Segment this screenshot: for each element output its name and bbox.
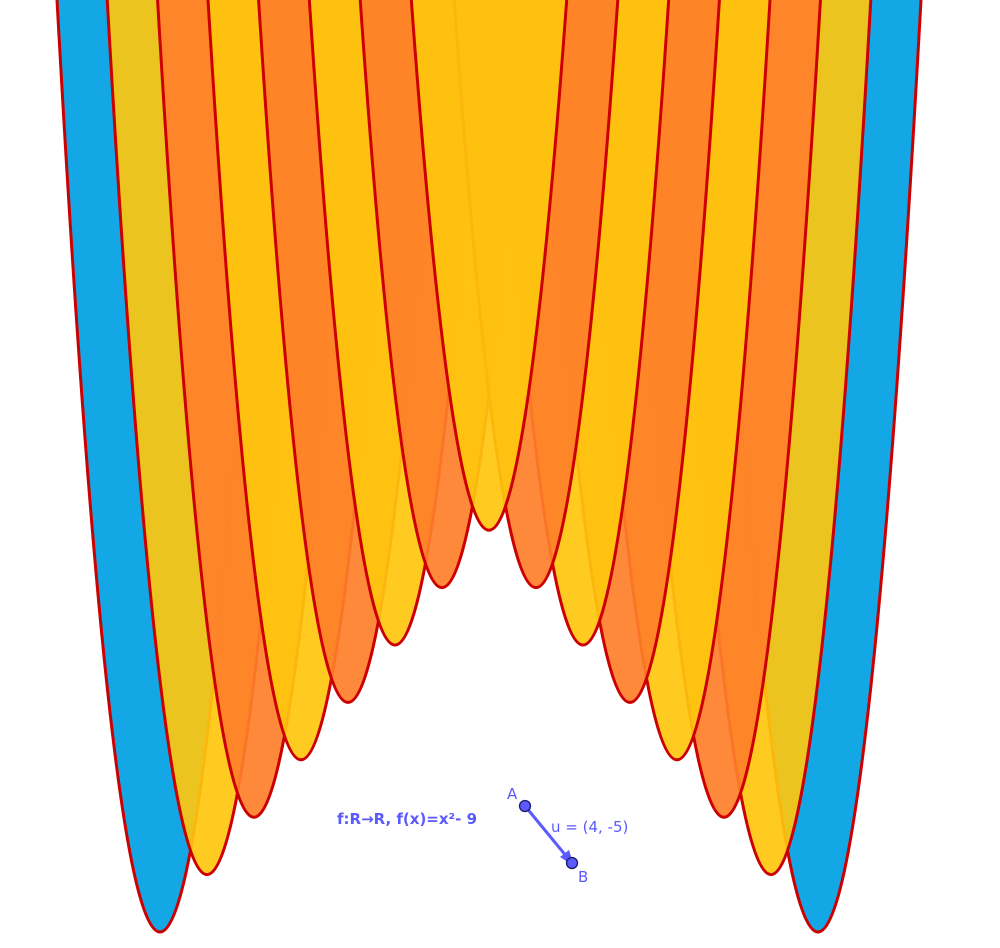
- point-label: A: [507, 785, 518, 803]
- function-label: f:R→R, f(x)=x²- 9: [337, 810, 477, 828]
- point-label: B: [578, 868, 588, 886]
- point-b[interactable]: [565, 856, 579, 870]
- parabola[interactable]: [409, 0, 569, 532]
- vector-label: u = (4, -5): [551, 818, 628, 836]
- point-a[interactable]: [518, 799, 532, 813]
- vector-u: [523, 805, 569, 858]
- parabolas: [55, 0, 923, 934]
